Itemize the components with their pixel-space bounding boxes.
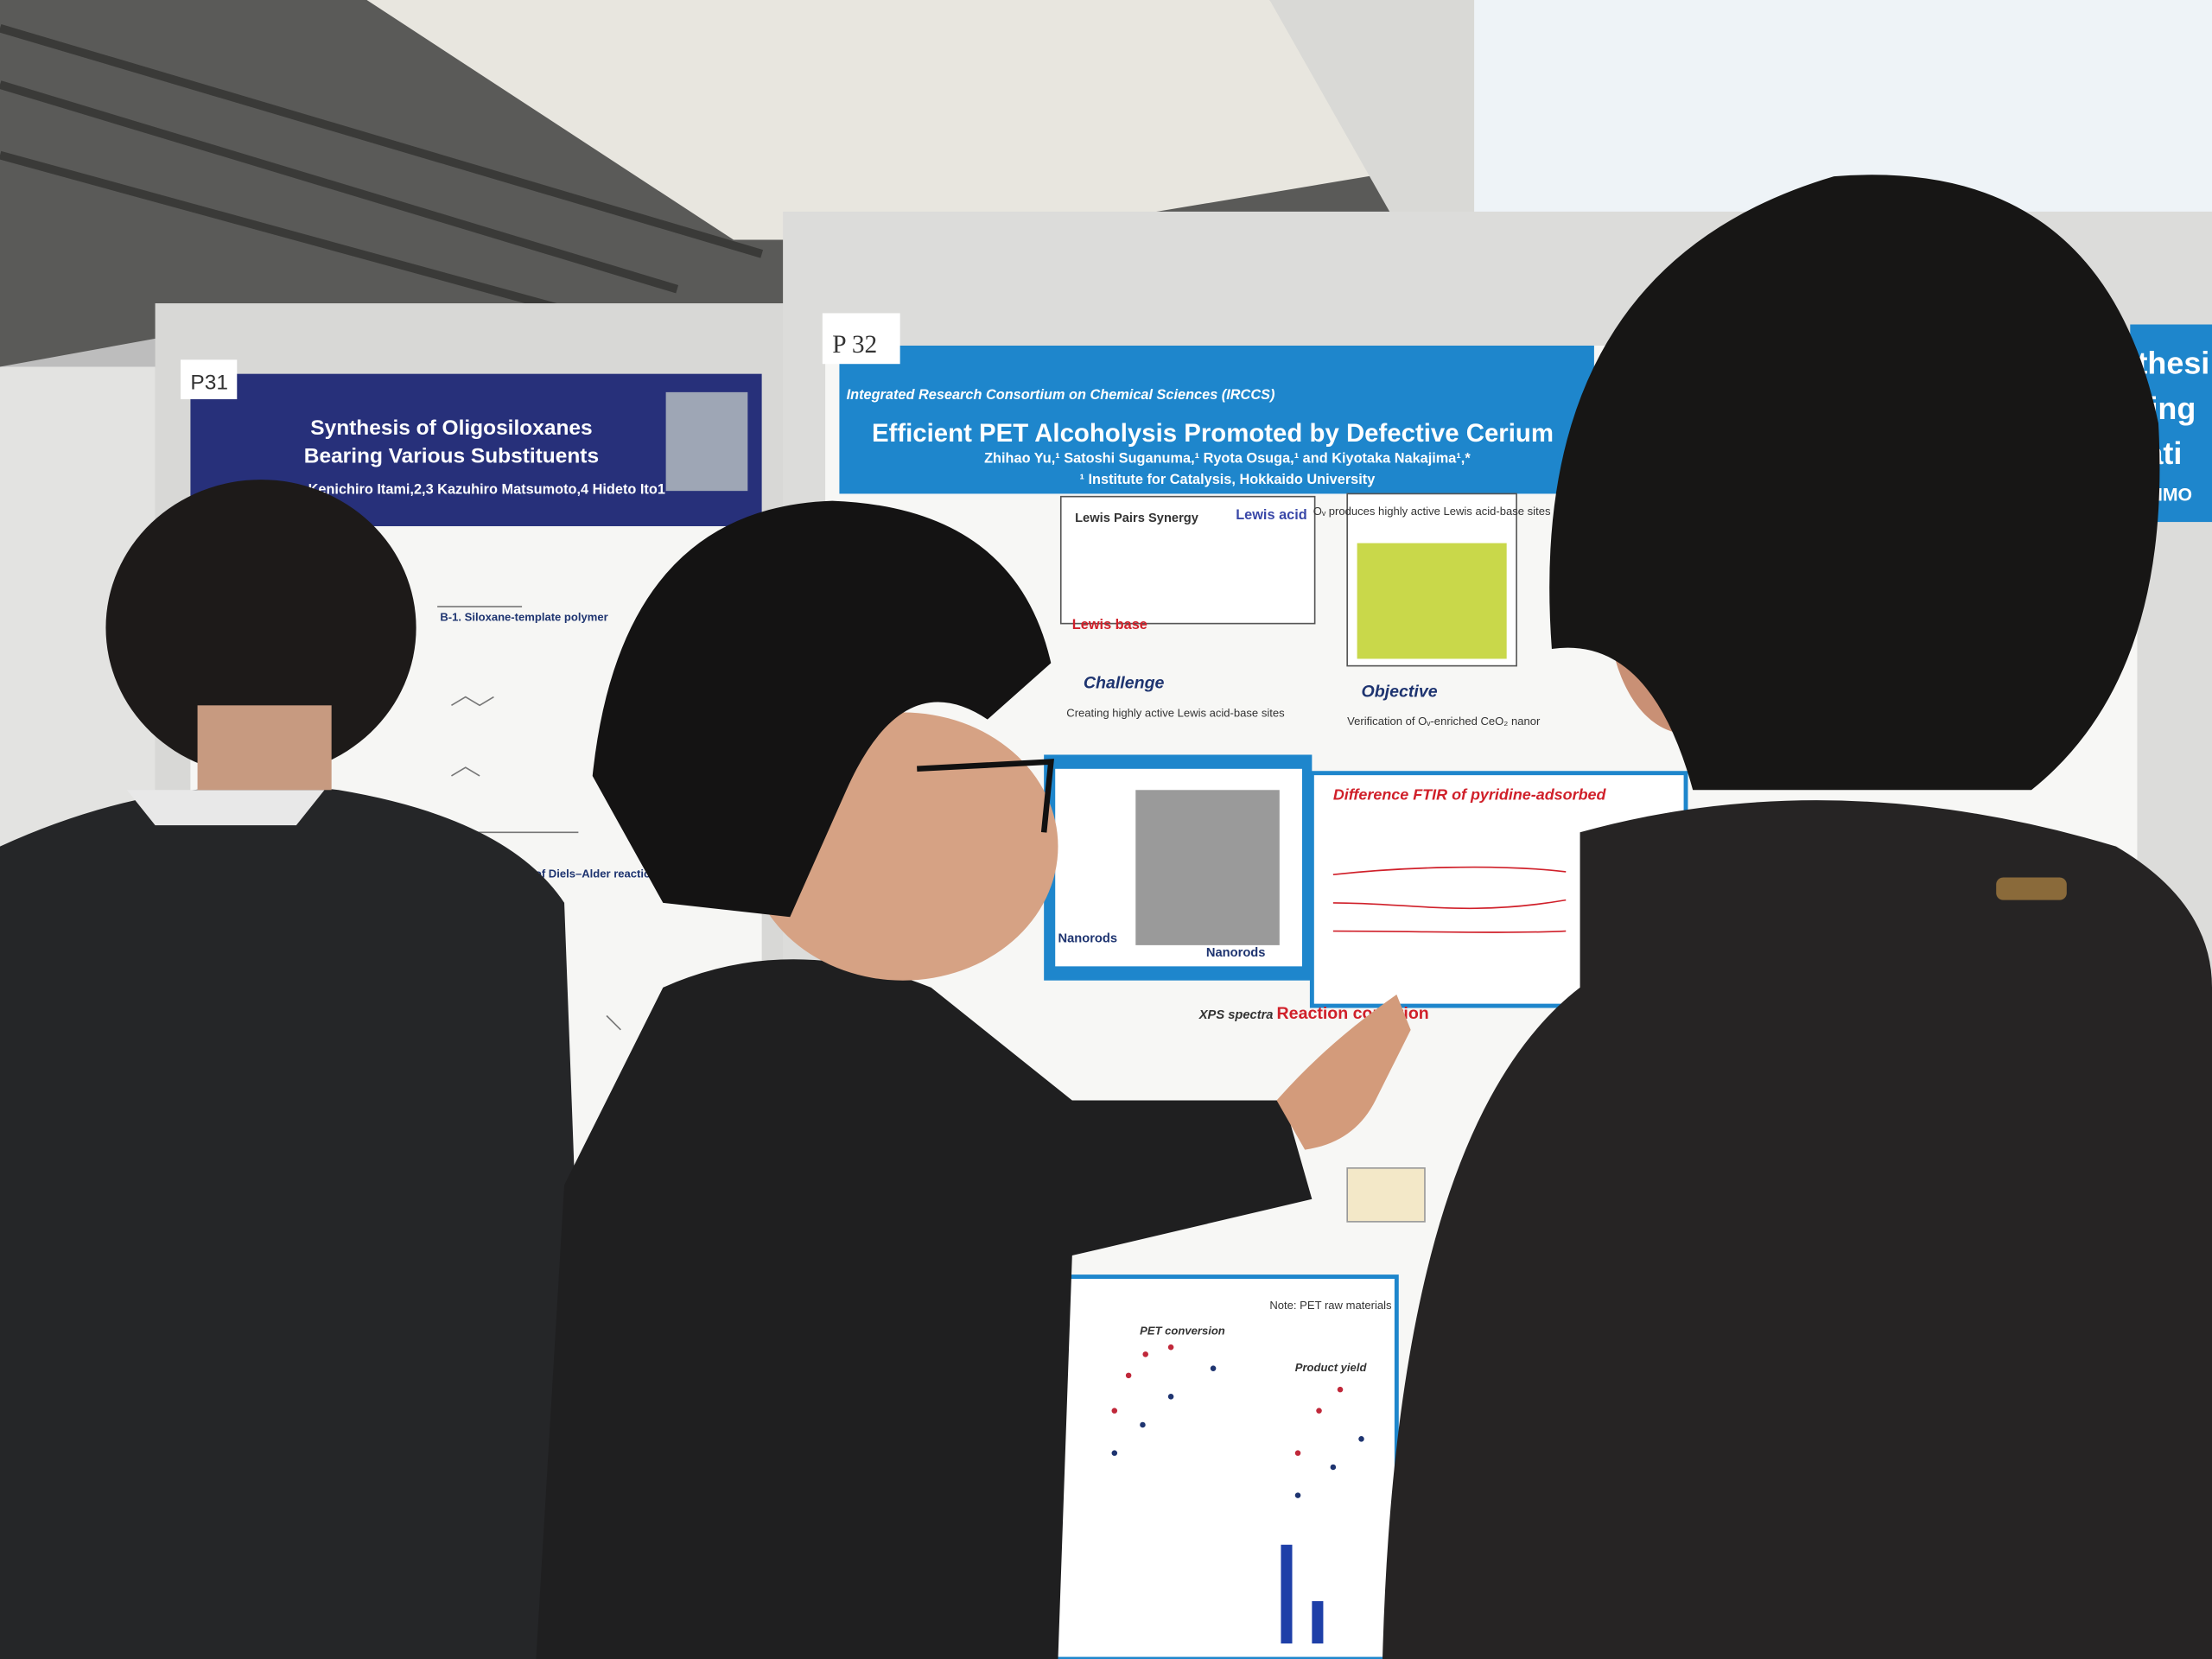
crystal-image bbox=[1357, 543, 1507, 659]
person-hair bbox=[1549, 175, 2160, 791]
person-hair bbox=[592, 500, 1052, 918]
zipper-pull bbox=[1996, 877, 2067, 900]
person-sweater bbox=[536, 959, 1313, 1659]
poster-header bbox=[839, 346, 1594, 494]
label: Nanorods bbox=[1058, 932, 1117, 946]
box bbox=[1346, 1167, 1426, 1223]
poster-number: P 32 bbox=[832, 331, 877, 359]
person-suit bbox=[0, 785, 593, 1659]
person-hair bbox=[105, 480, 416, 776]
tem-image bbox=[1135, 790, 1280, 945]
label: Lewis Pairs Synergy bbox=[1075, 512, 1199, 525]
portrait bbox=[665, 391, 748, 492]
label: Product yield bbox=[1295, 1361, 1368, 1374]
poster-consortium: Integrated Research Consortium on Chemic… bbox=[847, 387, 1275, 403]
window-blinds bbox=[1269, 0, 1475, 233]
ceiling-panel bbox=[366, 0, 1411, 240]
label: PET conversion bbox=[1140, 1324, 1225, 1337]
bar bbox=[1312, 1601, 1324, 1644]
poster-number: P31 bbox=[190, 372, 228, 395]
text: Verification of Oᵥ-enriched CeO₂ nanor bbox=[1347, 715, 1541, 728]
person-hand bbox=[1276, 995, 1411, 1150]
panel bbox=[1059, 495, 1316, 625]
scatter-points bbox=[1111, 1344, 1344, 1456]
section-heading: B-1. Siloxane-template polymer bbox=[440, 610, 607, 623]
glasses bbox=[917, 759, 1054, 833]
label: Lewis acid bbox=[1236, 507, 1307, 523]
poster-title: Bearing Various Substituents bbox=[304, 445, 599, 468]
poster-authors: Zhihao Yu,¹ Satoshi Suganuma,¹ Ryota Osu… bbox=[984, 451, 1471, 467]
label: XPS spectra bbox=[1198, 1008, 1274, 1022]
label: Nanorods bbox=[1206, 946, 1266, 960]
scatter-points bbox=[1111, 1365, 1364, 1498]
section-heading: Difference FTIR of pyridine-adsorbed bbox=[1333, 786, 1607, 804]
poster-title: Efficient PET Alcoholysis Promoted by De… bbox=[872, 419, 1554, 448]
person-neck bbox=[197, 705, 332, 791]
poster-title: Synthesis of Oligosiloxanes bbox=[310, 416, 592, 440]
poster-title: thesi bbox=[2137, 346, 2209, 381]
poster-number-box bbox=[180, 359, 238, 400]
poster-authors: Kenichiro Itami,2,3 Kazuhiro Matsumoto,4… bbox=[308, 481, 665, 497]
note: Note: PET raw materials bbox=[1269, 1299, 1392, 1312]
shirt-collar bbox=[126, 790, 325, 826]
section-heading: Challenge bbox=[1084, 674, 1165, 693]
poster-affiliation: ¹ Institute for Catalysis, Hokkaido Univ… bbox=[1080, 472, 1376, 487]
text: Creating highly active Lewis acid-base s… bbox=[1066, 706, 1285, 719]
spectrum bbox=[1332, 866, 1567, 933]
poster-number-box bbox=[822, 313, 900, 365]
person-hoodie bbox=[1382, 800, 2212, 1659]
section-heading: Objective bbox=[1362, 683, 1438, 702]
chemical-drawings bbox=[437, 606, 621, 1031]
label: Lewis base bbox=[1072, 617, 1147, 632]
bar bbox=[1281, 1544, 1293, 1644]
ceiling-pipes bbox=[0, 23, 764, 322]
label: Oᵥ produces highly active Lewis acid-bas… bbox=[1313, 505, 1551, 518]
